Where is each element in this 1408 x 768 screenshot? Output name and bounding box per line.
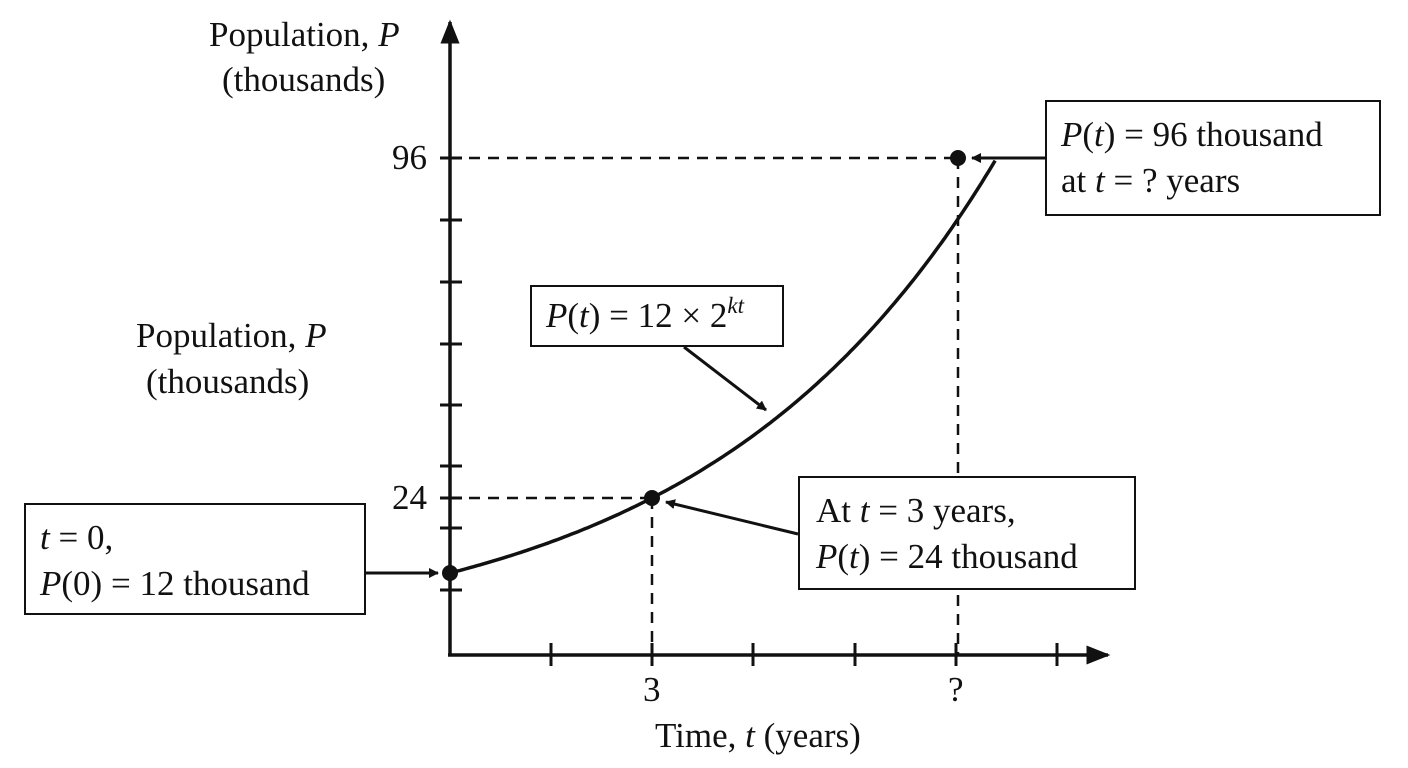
annotation-start-line2: P(0) = 12 thousand <box>40 561 364 607</box>
y-axis-label-line1: Population, P <box>209 12 400 58</box>
exponent: kt <box>727 293 745 318</box>
x-axis-label-text2: (years) <box>754 716 861 755</box>
var-t: t <box>849 537 859 576</box>
var-p: P <box>40 564 62 603</box>
var-t: t <box>1094 115 1104 154</box>
text: ( <box>567 296 580 335</box>
population-label-line2: (thousands) <box>146 362 310 401</box>
y-axis-label-text: Population, <box>209 15 379 54</box>
text: ) = 24 thousand <box>858 537 1078 576</box>
x-tick-label-3: 3 <box>643 670 661 709</box>
text: = 3 years, <box>869 491 1016 530</box>
text: ( <box>1082 115 1095 154</box>
annotation-t3-box: At t = 3 years, P(t) = 24 thousand <box>798 476 1136 590</box>
annotation-p96-line1: P(t) = 96 thousand <box>1061 112 1379 158</box>
annotation-t3-line2: P(t) = 24 thousand <box>816 534 1134 580</box>
var-t: t <box>40 518 50 557</box>
population-label-line1: Population, P <box>136 313 327 359</box>
x-axis-label-var: t <box>745 716 755 755</box>
arrow-formula <box>683 345 767 412</box>
x-tick-label-unknown: ? <box>948 670 964 709</box>
text: = 0, <box>49 518 114 557</box>
annotation-t3-line1: At t = 3 years, <box>816 488 1134 534</box>
annotation-p96-line2: at t = ? years <box>1061 158 1379 204</box>
text: ( <box>837 537 850 576</box>
var-p: P <box>546 296 568 335</box>
point-p96 <box>950 150 966 166</box>
annotation-start-box: t = 0, P(0) = 12 thousand <box>24 503 366 615</box>
point-t3 <box>644 490 660 506</box>
y-axis-label-line2: (thousands) <box>222 60 386 99</box>
x-axis-label-text1: Time, <box>655 716 746 755</box>
text: at <box>1061 161 1096 200</box>
growth-curve <box>449 159 997 575</box>
y-tick-label-24: 24 <box>392 478 427 517</box>
y-axis-label-var: P <box>378 15 400 54</box>
text: = ? years <box>1104 161 1241 200</box>
annotation-p96-box: P(t) = 96 thousand at t = ? years <box>1045 100 1381 216</box>
var-p: P <box>1061 115 1083 154</box>
text: ) = 12 × 2 <box>588 296 728 335</box>
var-t: t <box>859 491 870 530</box>
arrow-t3 <box>665 499 799 536</box>
annotation-formula-box: P(t) = 12 × 2kt <box>530 285 784 347</box>
text: (0) = 12 thousand <box>61 564 310 603</box>
annotation-start-line1: t = 0, <box>40 515 364 561</box>
var-t: t <box>579 296 589 335</box>
var-t: t <box>1095 161 1105 200</box>
text: ) = 96 thousand <box>1103 115 1323 154</box>
annotation-formula-line: P(t) = 12 × 2kt <box>546 293 782 339</box>
population-label-var: P <box>305 316 327 355</box>
var-p: P <box>816 537 838 576</box>
population-label-text: Population, <box>136 316 306 355</box>
text: At <box>816 491 860 530</box>
x-axis-label: Time, t (years) <box>655 713 861 759</box>
point-start <box>442 565 458 581</box>
y-tick-label-96: 96 <box>392 138 427 177</box>
